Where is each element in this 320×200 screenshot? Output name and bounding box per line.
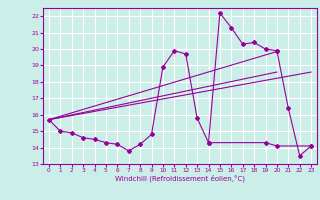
X-axis label: Windchill (Refroidissement éolien,°C): Windchill (Refroidissement éolien,°C) (115, 175, 245, 182)
